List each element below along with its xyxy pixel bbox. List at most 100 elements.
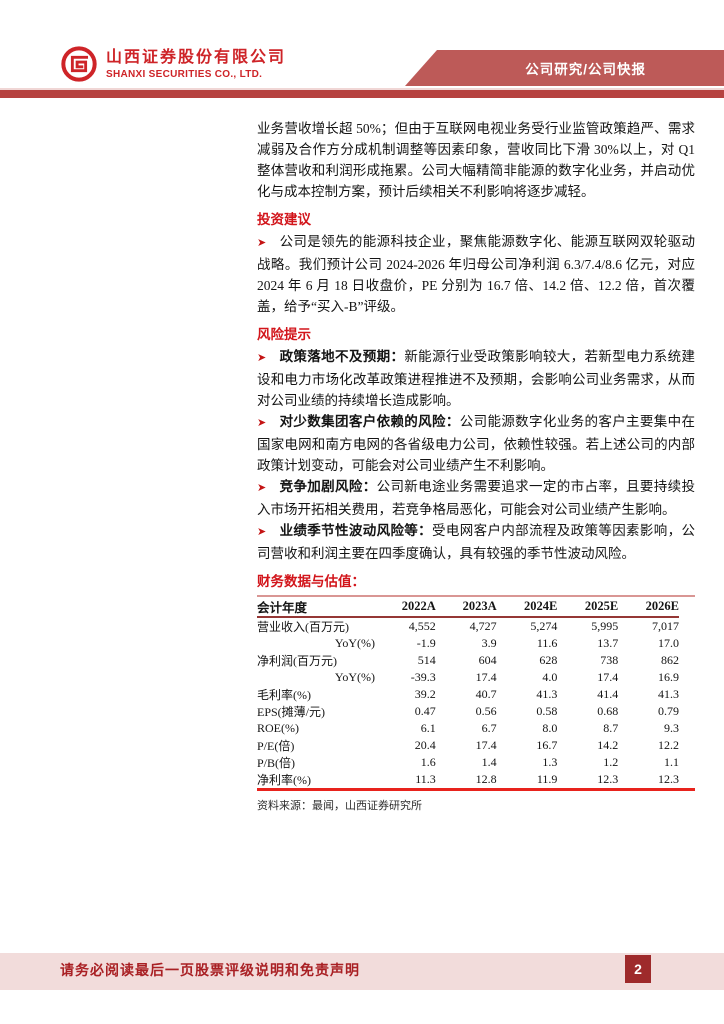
bullet-text: 受电网客户内部流程及政策等因素影响，公司营收和利润主要在四季度确认，具有较强的季… [257, 523, 695, 561]
report-type-banner: 公司研究/公司快报 [405, 50, 724, 86]
bullet-text: 公司是领先的能源科技企业，聚焦能源数字化、能源互联网双轮驱动战略。我们预计公司 … [257, 234, 695, 314]
table-row: P/B(倍) 1.6 1.4 1.3 1.2 1.1 [257, 754, 679, 771]
report-body: 业务营收增长超 50%；但由于互联网电视业务受行业监管政策趋严、需求减弱及合作方… [257, 110, 695, 813]
banner-label: 公司研究/公司快报 [525, 62, 646, 77]
table-cell: 16.9 [657, 670, 679, 684]
page-number-badge: 2 [625, 955, 651, 983]
bullet-arrow-icon: ➤ [257, 482, 267, 494]
table-row: EPS(摊薄/元) 0.47 0.56 0.58 0.68 0.79 [257, 703, 679, 720]
table-header-cell: 会计年度 [257, 601, 308, 615]
table-cell: 0.56 [475, 704, 497, 718]
table-cell: -39.3 [410, 670, 436, 684]
company-logo [61, 46, 97, 82]
table-cell: 40.7 [475, 687, 497, 701]
table-cell: 毛利率(%) [257, 688, 311, 702]
table-cell: 1.1 [663, 755, 679, 769]
table-cell: 16.7 [536, 738, 558, 752]
table-cell: 6.7 [481, 721, 497, 735]
table-cell: 11.9 [536, 772, 558, 786]
page-footer: 请务必阅读最后一页股票评级说明和免责声明 2 [0, 953, 724, 990]
table-cell: 738 [600, 653, 619, 667]
table-cell: 4.0 [542, 670, 558, 684]
table-cell: 12.3 [657, 772, 679, 786]
risk-label: 对少数集团客户依赖的风险： [279, 414, 460, 429]
section-heading: 风险提示 [257, 327, 311, 342]
table-header-cell: 2022A [401, 599, 436, 613]
table-header-row: 会计年度 2022A 2023A 2024E 2025E 2026E [257, 597, 679, 618]
table-cell: 净利率(%) [257, 773, 311, 787]
table-cell: 1.2 [603, 755, 619, 769]
table-cell: -1.9 [416, 636, 436, 650]
table-header-cell: 2023A [462, 599, 497, 613]
bullet-paragraph: ➤ 业绩季节性波动风险等：受电网客户内部流程及政策等因素影响，公司营收和利润主要在… [257, 520, 695, 564]
table-cell: 5,274 [530, 619, 558, 633]
table-row: 营业收入(百万元) 4,552 4,727 5,274 5,995 7,017 [257, 618, 679, 635]
sections-container: 投资建议 ➤ 公司是领先的能源科技企业，聚焦能源数字化、能源互联网双轮驱动战略。我们… [257, 211, 695, 564]
table-cell: 0.47 [414, 704, 436, 718]
table-cell: 11.6 [536, 636, 558, 650]
financials-heading: 财务数据与估值： [257, 574, 365, 589]
company-name-cn: 山西证券股份有限公司 [106, 49, 287, 66]
table-cell: 12.3 [597, 772, 619, 786]
table-cell: 14.2 [597, 738, 619, 752]
financials-table: 会计年度 2022A 2023A 2024E 2025E 2026E 营业收入(百万元) 4… [257, 595, 695, 791]
header-rule [0, 88, 724, 98]
risk-label: 政策落地不及预期： [279, 349, 405, 364]
table-cell: 6.1 [420, 721, 436, 735]
table-cell: 4,552 [408, 619, 436, 633]
table-row: 毛利率(%) 39.2 40.7 41.3 41.4 41.3 [257, 686, 679, 703]
company-name-en: SHANXI SECURITIES CO., LTD. [106, 69, 263, 80]
brand: 山西证券股份有限公司 SHANXI SECURITIES CO., LTD. [60, 45, 286, 83]
table-cell: 0.68 [597, 704, 619, 718]
table-cell: 1.3 [542, 755, 558, 769]
table-row: YoY(%) -1.9 3.9 11.6 13.7 17.0 [257, 635, 679, 652]
table-cell: 41.3 [536, 687, 558, 701]
table-row: 净利润(百万元) 514 604 628 738 862 [257, 652, 679, 669]
table-cell: 17.4 [475, 670, 497, 684]
table-header-cell: 2025E [584, 599, 619, 613]
bullet-text: 公司新电途业务需要追求一定的市占率，且要持续投入市场开拓相关费用，若竞争格局恶化… [257, 479, 695, 517]
table-cell: 净利润(百万元) [257, 654, 337, 668]
table-cell: 1.6 [420, 755, 436, 769]
table-cell: 41.4 [597, 687, 619, 701]
table-cell: P/E(倍) [257, 739, 295, 753]
financials-section: 财务数据与估值： 会计年度 2022A 2023A 2024E 2025E 2026E 营… [257, 573, 695, 813]
table-cell: EPS(摊薄/元) [257, 705, 326, 719]
bullet-paragraph: ➤ 竞争加剧风险：公司新电途业务需要追求一定的市占率，且要持续投入市场开拓相关费用… [257, 476, 695, 520]
brand-text: 山西证券股份有限公司 SHANXI SECURITIES CO., LTD. [106, 48, 286, 80]
table-cell: 11.3 [415, 772, 436, 786]
table-cell: 17.4 [597, 670, 619, 684]
table-cell: 8.7 [603, 721, 619, 735]
section-heading: 投资建议 [257, 212, 311, 227]
table-cell: 12.8 [475, 772, 497, 786]
intro-paragraph: 业务营收增长超 50%；但由于互联网电视业务受行业监管政策趋严、需求减弱及合作方… [257, 121, 695, 199]
table-cell: 9.3 [663, 721, 679, 735]
table-cell: 1.4 [481, 755, 497, 769]
table-cell: 营业收入(百万元) [257, 620, 349, 634]
table-cell: 7,017 [651, 619, 679, 633]
risk-label: 业绩季节性波动风险等： [279, 523, 433, 538]
bullet-arrow-icon: ➤ [257, 237, 267, 249]
table-cell: 20.4 [414, 738, 436, 752]
table-cell: 8.0 [542, 721, 558, 735]
table-cell: 41.3 [657, 687, 679, 701]
table-cell: 17.0 [657, 636, 679, 650]
table-cell: 628 [539, 653, 558, 667]
table-cell: 13.7 [597, 636, 619, 650]
table-row: P/E(倍) 20.4 17.4 16.7 14.2 12.2 [257, 737, 679, 754]
table-cell: 39.2 [414, 687, 436, 701]
table-cell: 12.2 [657, 738, 679, 752]
table-cell: 3.9 [481, 636, 497, 650]
bullet-paragraph: ➤ 对少数集团客户依赖的风险：公司能源数字化业务的客户主要集中在国家电网和南方电网… [257, 411, 695, 476]
footer-disclaimer: 请务必阅读最后一页股票评级说明和免责声明 [60, 964, 360, 979]
table-cell: 5,995 [591, 619, 619, 633]
table-row: ROE(%) 6.1 6.7 8.0 8.7 9.3 [257, 720, 679, 737]
table-cell: 862 [660, 653, 679, 667]
table-row: YoY(%) -39.3 17.4 4.0 17.4 16.9 [257, 669, 679, 686]
table-cell: 514 [417, 653, 436, 667]
table-cell: ROE(%) [257, 721, 299, 735]
table-cell: 604 [478, 653, 497, 667]
table-header-cell: 2026E [645, 599, 679, 613]
bullet-paragraph: ➤ 公司是领先的能源科技企业，聚焦能源数字化、能源互联网双轮驱动战略。我们预计公司… [257, 231, 695, 317]
bullet-paragraph: ➤ 政策落地不及预期：新能源行业受政策影响较大，若新型电力系统建设和电力市场化改革… [257, 346, 695, 411]
